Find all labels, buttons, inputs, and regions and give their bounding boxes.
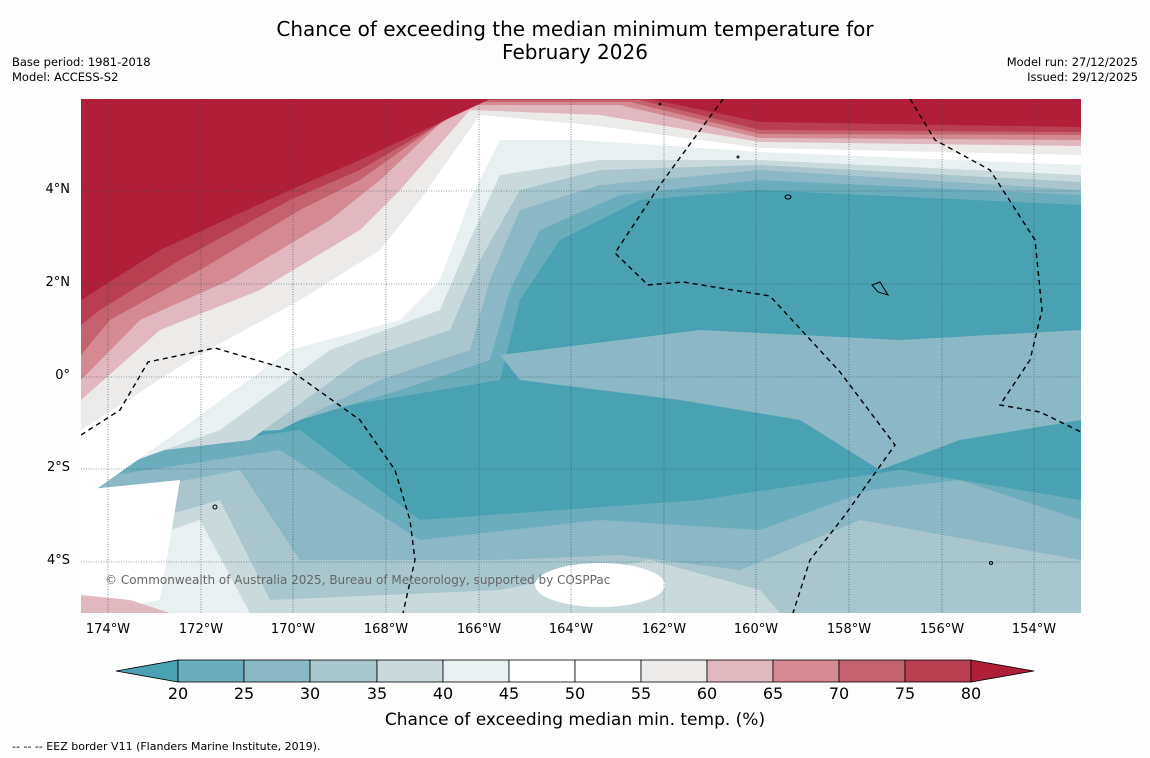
- cb-tick-45: 45: [498, 684, 520, 703]
- meta-right: Model run: 27/12/2025 Issued: 29/12/2025: [1007, 55, 1138, 85]
- lon-label-172w: 172°W: [178, 622, 224, 637]
- eez-legend-note: -- -- -- EEZ border V11 (Flanders Marine…: [12, 740, 321, 753]
- cb-seg-30-35: [309, 659, 378, 683]
- cb-seg-50-55: [574, 659, 642, 683]
- cb-seg-45-50: [508, 659, 576, 683]
- band-60-65-south: [81, 595, 170, 613]
- band-35-40-south: [81, 470, 1081, 613]
- colorbar-title: Chance of exceeding median min. temp. (%…: [384, 710, 766, 730]
- lat-label-0: 0°: [55, 368, 70, 383]
- map-layers: [81, 99, 1081, 613]
- cb-seg-65-70: [772, 659, 840, 683]
- islands: [212, 102, 993, 565]
- cb-seg-20-25: [177, 659, 245, 683]
- colorbar-low-arrow: [115, 659, 179, 683]
- colorbar-high-arrow: [970, 659, 1035, 683]
- lon-label-174w: 174°W: [85, 622, 131, 637]
- lat-label-4s: 4°S: [46, 553, 70, 568]
- lon-label-166w: 166°W: [456, 622, 502, 637]
- band-80-plus: [81, 99, 1081, 300]
- cb-tick-20: 20: [167, 684, 189, 703]
- title-line-1: Chance of exceeding the median minimum t…: [276, 17, 874, 41]
- colorbar-segments: [177, 659, 972, 683]
- cb-tick-50: 50: [564, 684, 586, 703]
- cb-seg-70-75: [838, 659, 906, 683]
- issued-date: Issued: 29/12/2025: [1027, 70, 1138, 84]
- lat-label-2s: 2°S: [46, 460, 70, 475]
- longitude-gridlines: [107, 99, 1035, 613]
- model-run: Model run: 27/12/2025: [1006, 55, 1138, 69]
- meta-left: Base period: 1981-2018 Model: ACCESS-S2: [12, 55, 151, 85]
- colorbar: [115, 659, 1035, 683]
- eez-borders: [81, 99, 1081, 613]
- cb-seg-40-45: [442, 659, 510, 683]
- base-period: Base period: 1981-2018: [12, 55, 151, 69]
- lon-label-154w: 154°W: [1011, 622, 1057, 637]
- lon-label-158w: 158°W: [826, 622, 872, 637]
- lon-label-156w: 156°W: [919, 622, 965, 637]
- cb-seg-25-30: [243, 659, 311, 683]
- cb-tick-30: 30: [299, 684, 321, 703]
- lon-label-170w: 170°W: [270, 622, 316, 637]
- cb-tick-25: 25: [233, 684, 255, 703]
- model-name: Model: ACCESS-S2: [12, 70, 119, 84]
- chart-title: Chance of exceeding the median minimum t…: [0, 18, 1150, 64]
- cb-seg-35-40: [376, 659, 444, 683]
- cb-tick-55: 55: [630, 684, 652, 703]
- cb-tick-75: 75: [894, 684, 916, 703]
- cb-tick-35: 35: [366, 684, 388, 703]
- lat-label-4n: 4°N: [45, 182, 71, 197]
- cb-tick-70: 70: [828, 684, 850, 703]
- cb-seg-75-80: [904, 659, 972, 683]
- band-30-35-mid: [500, 330, 1081, 470]
- cb-seg-55-60: [640, 659, 708, 683]
- cb-seg-60-65: [706, 659, 774, 683]
- copyright-text: © Commonwealth of Australia 2025, Bureau…: [105, 573, 611, 587]
- lon-label-168w: 168°W: [363, 622, 409, 637]
- cb-tick-60: 60: [696, 684, 718, 703]
- cb-tick-80: 80: [960, 684, 982, 703]
- lon-label-164w: 164°W: [548, 622, 594, 637]
- cb-tick-40: 40: [432, 684, 454, 703]
- latitude-gridlines: [81, 190, 1081, 563]
- lon-label-162w: 162°W: [641, 622, 687, 637]
- lon-label-160w: 160°W: [733, 622, 779, 637]
- lat-label-2n: 2°N: [45, 275, 71, 290]
- cb-tick-65: 65: [762, 684, 784, 703]
- band-50-55-west: [81, 480, 180, 613]
- title-line-2: February 2026: [502, 40, 648, 64]
- band-50-55-south-blob: [535, 563, 665, 607]
